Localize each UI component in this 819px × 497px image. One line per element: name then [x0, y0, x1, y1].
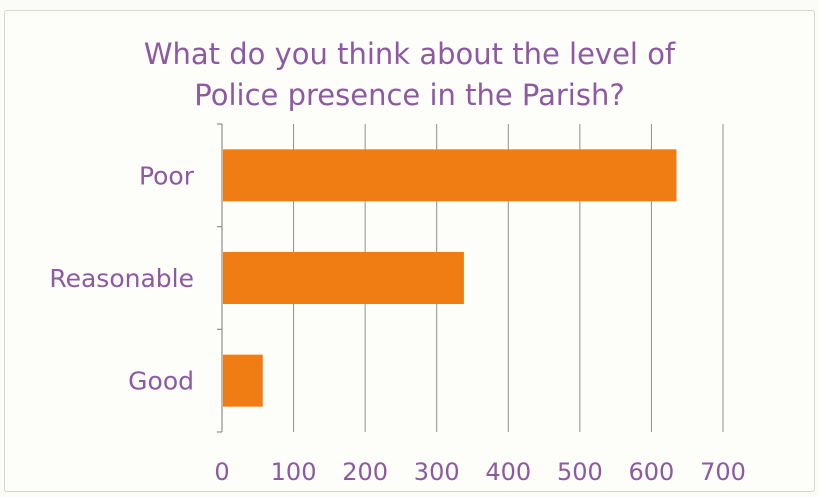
x-tick-label-100: 100: [271, 458, 317, 486]
chart-title-line-1: What do you think about the level of: [143, 37, 676, 71]
bar-poor: [223, 149, 677, 202]
x-tick-label-500: 500: [557, 458, 603, 486]
chart-title-line-2: Police presence in the Parish?: [194, 78, 625, 112]
bar-good: [223, 354, 263, 407]
bar-reasonable: [223, 252, 464, 304]
category-label-poor: Poor: [139, 161, 195, 190]
x-tick-label-300: 300: [414, 458, 460, 486]
category-label-good: Good: [128, 367, 194, 396]
x-tick-label-200: 200: [342, 458, 388, 486]
chart-frame: [4, 10, 815, 492]
category-label-reasonable: Reasonable: [49, 264, 194, 293]
x-tick-label-700: 700: [700, 458, 746, 486]
x-tick-label-0: 0: [214, 458, 229, 486]
x-tick-label-600: 600: [629, 458, 675, 486]
x-tick-label-400: 400: [485, 458, 531, 486]
chart-title: What do you think about the level of Pol…: [0, 34, 819, 116]
